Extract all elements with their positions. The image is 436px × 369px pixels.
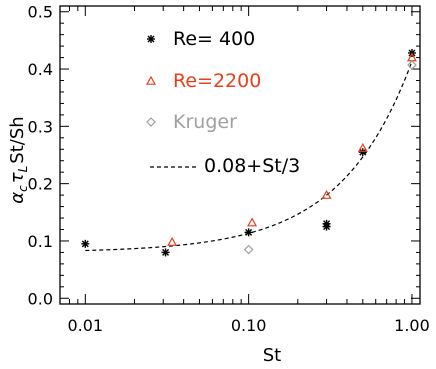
- data-point: [407, 60, 417, 70]
- legend-entry: Kruger: [146, 111, 237, 133]
- data-points-layer: [81, 48, 417, 257]
- y-tick-label: 0.0: [28, 289, 53, 308]
- legend-marker: [145, 75, 157, 85]
- legend-entry: 0.08+St/3: [150, 155, 300, 177]
- y-axis-ticks: 0.0 0.1 0.2 0.3 0.4 0.5: [28, 3, 420, 308]
- legend-label: 0.08+St/3: [204, 155, 300, 177]
- asterisk-stroke: [245, 228, 253, 236]
- data-point: [243, 244, 254, 255]
- legend-marker: [146, 117, 156, 127]
- x-axis-label: St: [263, 345, 281, 366]
- asterisk-stroke: [162, 248, 170, 256]
- data-point: [167, 236, 178, 246]
- x-tick-label: 0.10: [231, 316, 267, 335]
- y-tick-label: 0.2: [28, 175, 53, 194]
- data-point: [321, 189, 332, 199]
- y-tick-label: 0.3: [28, 117, 53, 136]
- data-point: [247, 217, 258, 227]
- plot-frame: [59, 5, 421, 305]
- y-axis-label: αcτL St/Sh: [7, 116, 30, 203]
- y-axis-label-tau: τ: [7, 172, 28, 183]
- asterisk-stroke: [323, 223, 331, 231]
- x-tick-label: 0.01: [67, 316, 103, 335]
- legend-entry: Re= 400: [147, 28, 255, 50]
- asterisk-stroke: [359, 148, 367, 156]
- y-axis-label-alpha: α: [7, 192, 28, 204]
- data-point: [357, 142, 368, 152]
- data-point: [322, 222, 331, 231]
- legend-entry: Re=2200: [145, 70, 261, 92]
- legend-label: Re= 400: [173, 28, 255, 50]
- asterisk-stroke: [81, 240, 89, 248]
- axes-frame: [59, 5, 421, 305]
- legend-marker: [147, 35, 155, 43]
- legend-label: Kruger: [173, 111, 237, 133]
- legend: Re= 400 Re=2200 Kruger 0.08+St/3: [145, 28, 300, 177]
- legend-label: Re=2200: [173, 70, 261, 92]
- data-point: [161, 248, 170, 257]
- y-tick-label: 0.5: [28, 3, 53, 22]
- data-point: [406, 52, 417, 62]
- x-tick-label: 1.00: [394, 316, 430, 335]
- data-point: [358, 148, 367, 157]
- data-point: [244, 228, 253, 237]
- y-tick-label: 0.4: [28, 60, 53, 79]
- data-point: [81, 239, 90, 248]
- y-axis-label-sub-c: c: [16, 185, 30, 192]
- y-axis-label-tail: St/Sh: [7, 116, 28, 163]
- x-axis-ticks: 0.01 0.10 1.00: [67, 6, 430, 335]
- y-tick-label: 0.1: [28, 232, 53, 251]
- y-axis-label-sub-l: L: [16, 166, 30, 173]
- asterisk-stroke: [147, 35, 155, 43]
